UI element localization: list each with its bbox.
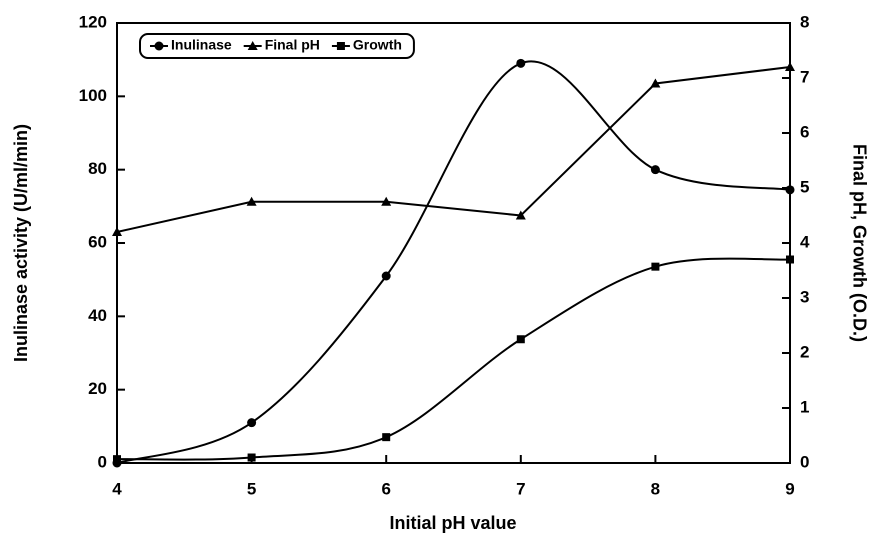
marker [515,210,526,220]
marker [650,165,660,175]
marker [786,255,794,264]
marker [336,42,345,50]
legend-box [139,33,415,59]
marker [112,227,122,236]
y2-tick-label: 6 [800,122,809,141]
y2-tick-label: 2 [800,342,809,361]
legend-label: Inulinase [171,37,232,53]
marker [785,185,795,195]
series-line [116,257,791,461]
y2-axis-label: Final pH, Growth (O.D.) [849,144,869,342]
y-tick-label: 120 [79,12,107,31]
series-line [116,66,791,233]
y-tick-label: 0 [98,452,107,471]
x-tick-label: 6 [381,479,390,498]
marker [154,41,164,51]
marker [247,41,258,50]
y-tick-label: 20 [88,379,107,398]
legend-label: Growth [353,37,402,53]
y2-tick-label: 5 [800,177,809,196]
marker [246,196,257,206]
legend-label: Final pH [265,37,320,53]
y-tick-label: 80 [88,159,107,178]
x-tick-label: 8 [651,479,660,498]
y-tick-label: 60 [88,232,107,251]
x-tick-label: 5 [247,479,256,498]
marker [381,196,392,206]
marker [381,271,391,281]
y-tick-label: 100 [79,86,107,105]
marker [247,418,257,428]
legend: Inulinase Final pH Growth [139,33,415,59]
marker [785,62,795,71]
marker [113,455,121,464]
marker [651,262,660,271]
marker [516,58,526,68]
series-line [116,60,791,464]
x-tick-label: 4 [112,479,122,498]
marker [382,433,391,442]
y2-tick-label: 7 [800,67,809,86]
plot-frame [116,22,791,464]
marker [516,335,525,344]
y2-tick-label: 1 [800,397,809,416]
y2-tick-label: 8 [800,12,809,31]
y-tick-label: 40 [88,306,107,325]
marker [650,78,661,88]
y-axis-label: Inulinase activity (U/ml/min) [11,124,31,362]
y2-tick-label: 4 [800,232,810,251]
y2-tick-label: 3 [800,287,809,306]
y2-tick-label: 0 [800,452,809,471]
x-tick-label: 9 [785,479,794,498]
x-tick-label: 7 [516,479,525,498]
marker [247,453,256,462]
x-axis-label: Initial pH value [389,513,516,533]
